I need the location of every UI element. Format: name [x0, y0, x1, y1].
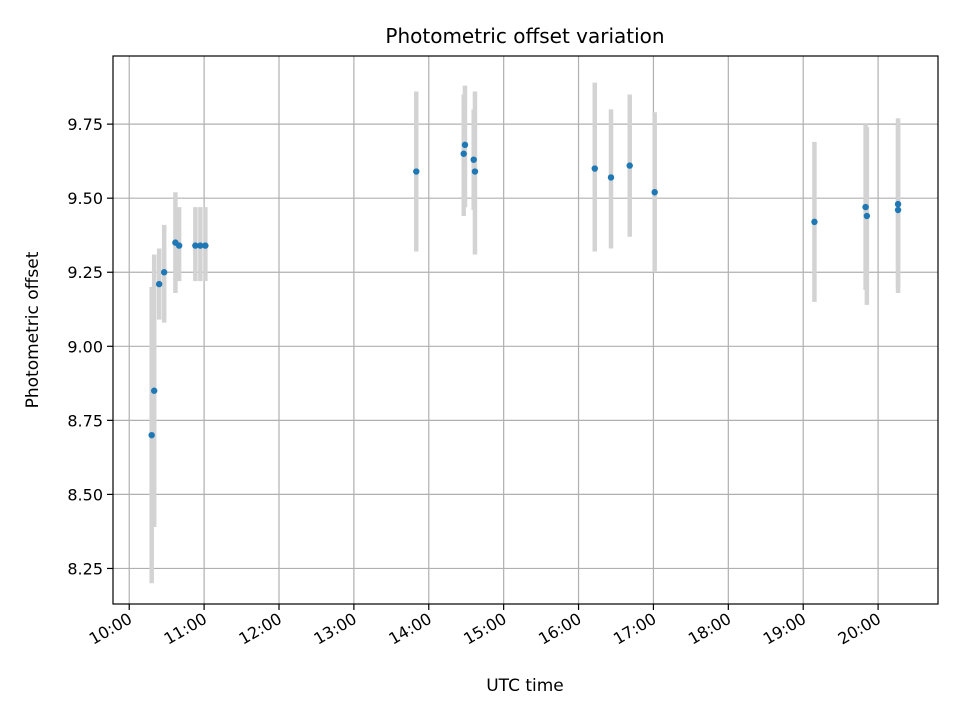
data-point — [461, 141, 469, 149]
grid — [113, 56, 938, 604]
x-tick-label: 13:00 — [310, 609, 359, 649]
y-tick-label: 9.00 — [67, 337, 103, 356]
x-axis-label: UTC time — [486, 676, 564, 696]
data-point — [413, 168, 420, 175]
data-point — [894, 206, 902, 214]
y-tick-label: 9.50 — [67, 189, 103, 208]
x-tick-label: 16:00 — [535, 609, 584, 649]
data-point — [863, 212, 871, 220]
data-point — [894, 200, 902, 208]
data-point — [175, 242, 183, 249]
x-axis: 10:00 11:00 12:00 13:00 14:00 15:00 16:00 17:00… — [86, 604, 884, 649]
x-tick-label: 15:00 — [460, 609, 509, 649]
data-point — [155, 280, 163, 288]
x-tick-label: 11:00 — [161, 609, 210, 649]
data-point — [607, 174, 615, 181]
y-axis-label: Photometric offset — [23, 251, 43, 408]
y-tick-label: 8.25 — [67, 559, 103, 578]
chart-title: Photometric offset variation — [385, 24, 664, 48]
data-points — [148, 141, 902, 439]
y-tick-label: 9.25 — [67, 263, 103, 282]
data-point — [651, 189, 658, 196]
data-point — [197, 242, 204, 249]
data-point — [811, 218, 818, 226]
data-point — [626, 162, 633, 169]
x-tick-label: 12:00 — [236, 609, 285, 649]
data-point — [192, 242, 199, 249]
x-tick-label: 17:00 — [610, 609, 659, 649]
data-point — [460, 150, 467, 157]
data-point — [160, 269, 168, 276]
x-tick-label: 19:00 — [760, 609, 809, 649]
data-point — [470, 156, 477, 163]
error-bars — [149, 82, 901, 584]
y-tick-label: 9.75 — [67, 115, 103, 134]
data-point — [591, 165, 598, 172]
y-tick-label: 8.50 — [67, 485, 103, 504]
plot-frame — [112, 55, 939, 605]
y-axis: 8.25 8.50 8.75 9.00 9.25 9.50 9.75 — [67, 115, 113, 578]
data-point — [148, 431, 155, 439]
x-tick-label: 14:00 — [385, 609, 434, 649]
x-tick-label: 18:00 — [685, 609, 734, 649]
data-point — [150, 387, 158, 394]
data-point — [202, 242, 209, 249]
x-tick-label: 20:00 — [835, 609, 884, 649]
data-point — [862, 203, 869, 211]
data-point — [471, 168, 479, 175]
x-tick-label: 10:00 — [86, 609, 135, 649]
y-tick-label: 8.75 — [67, 411, 103, 430]
